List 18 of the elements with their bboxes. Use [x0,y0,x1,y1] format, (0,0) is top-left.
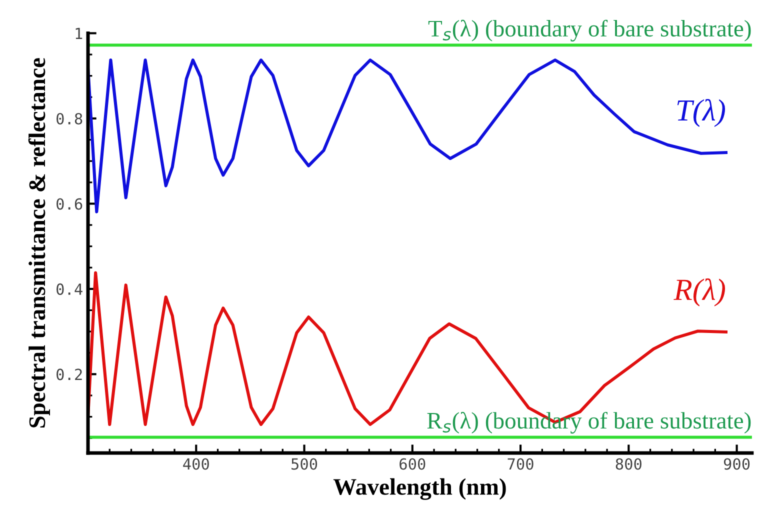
series-label: R(λ) [674,278,726,306]
series-label: T(λ) [677,98,726,127]
x-tick-label: 700 [508,458,534,470]
y-tick-label: 0.8 [56,112,82,125]
x-tick-label: 500 [292,458,318,470]
y-tick-label: 0.4 [56,283,82,295]
x-tick-label: 400 [183,458,209,470]
x-tick-label: 900 [724,458,750,470]
x-tick-label: 800 [616,458,642,470]
y-tick-label: 0.6 [56,198,82,210]
ref-line-label: T$_{s}$(λ) (boundary of bare substrate) [428,20,751,42]
y-tick-label: 0.2 [56,368,82,380]
y-axis-title: Spectral transmittance & reflectance [28,58,50,428]
ref-line-label: R$_{s}$(λ) (boundary of bare substrate) [427,412,751,434]
y-tick-label: 1 [76,28,82,40]
x-tick-label: 600 [400,458,426,470]
x-axis-title: Wavelength (nm) [333,478,506,500]
line-series [88,58,728,214]
